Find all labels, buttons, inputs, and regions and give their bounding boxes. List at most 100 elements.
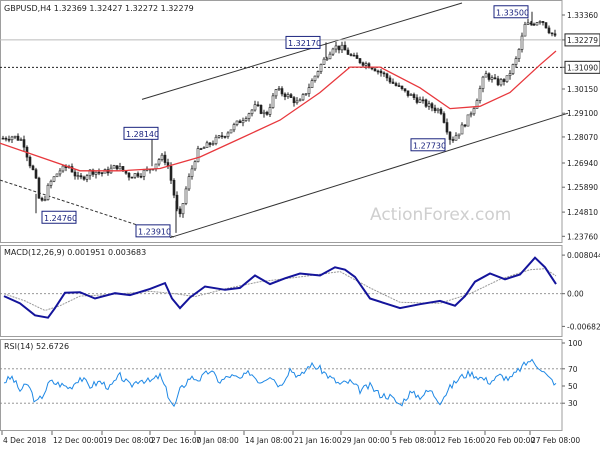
candle-body <box>547 27 551 34</box>
candle-body <box>1 137 5 140</box>
candle-body <box>22 139 26 148</box>
y-tick-label: 30 <box>568 399 578 408</box>
rsi-title: RSI(14) 52.6726 <box>4 342 69 351</box>
candle-body <box>229 129 233 134</box>
candle-body <box>550 32 554 35</box>
candle-body <box>139 175 143 178</box>
candle-body <box>469 113 473 116</box>
y-tick-label: 0.00 <box>567 290 584 299</box>
panel-frame <box>0 0 563 243</box>
candle-body <box>436 108 440 112</box>
candle-body <box>427 103 431 107</box>
candle-body <box>457 133 461 137</box>
signal-line <box>3 268 557 312</box>
candle-body <box>88 169 92 177</box>
price-annotation: 1.27730 <box>410 138 446 152</box>
candle-body <box>193 161 197 170</box>
candle-body <box>541 21 545 23</box>
candle-body <box>487 73 491 80</box>
trend-line-2 <box>169 112 569 239</box>
candle-body <box>214 136 218 144</box>
candle-body <box>370 67 374 70</box>
annotation-box <box>135 224 171 238</box>
y-tick-label: 1.31090 <box>567 63 598 72</box>
candle-body <box>313 75 317 81</box>
candle-body <box>208 142 212 145</box>
candle-body <box>52 176 56 182</box>
candle-body <box>7 138 11 141</box>
candle-body <box>433 107 437 112</box>
y-tick-label: 1.28070 <box>567 133 598 142</box>
candle-body <box>325 58 329 61</box>
candle-body <box>499 79 503 86</box>
candle-body <box>397 85 401 87</box>
candle-body <box>73 171 77 177</box>
candle-body <box>115 165 119 170</box>
trend-line-3 <box>0 179 177 239</box>
candle-body <box>508 73 512 77</box>
y-tick-label: 50 <box>568 382 578 391</box>
candle-body <box>274 89 278 97</box>
candle-body <box>406 90 410 96</box>
price-annotation: 1.32170 <box>285 35 321 49</box>
candle-body <box>394 83 398 86</box>
candle-body <box>184 188 188 204</box>
candle-body <box>16 135 20 141</box>
candle-body <box>226 132 230 137</box>
candle-body <box>190 168 194 177</box>
candle-body <box>163 154 167 163</box>
candle-body <box>334 45 338 50</box>
candle-body <box>376 70 380 73</box>
macd-line <box>3 256 557 319</box>
candle-body <box>271 95 275 108</box>
candle-body <box>382 72 386 75</box>
candle-body <box>112 165 116 169</box>
candle-body <box>364 63 368 66</box>
x-tick-label: 4 Dec 2018 <box>3 436 46 445</box>
price-marker-box <box>564 60 600 74</box>
price-panel: ActionForex.com 1.24760 1.23910 1.28140 1.32… <box>0 0 600 243</box>
candle-body <box>265 111 269 115</box>
annotation-label: 1.24760 <box>44 214 77 223</box>
candle-body <box>133 173 137 178</box>
candle-body <box>385 73 389 79</box>
candle-body <box>157 159 161 165</box>
candle-body <box>31 165 35 171</box>
candle-body <box>475 100 479 109</box>
candle-body <box>391 81 395 84</box>
x-tick-label: 20 Feb 00:00 <box>486 436 535 445</box>
candle-body <box>211 143 215 145</box>
candle-body <box>142 169 146 177</box>
y-tick-label: 100 <box>568 339 583 348</box>
candle-body <box>379 70 383 74</box>
candle-body <box>241 120 245 124</box>
candle-body <box>280 88 284 95</box>
candle-body <box>373 68 377 72</box>
x-tick-label: 12 Dec 00:00 <box>53 436 104 445</box>
y-tick-label: 1.24810 <box>567 208 598 217</box>
candle-body <box>262 111 266 114</box>
candle-body <box>337 45 341 51</box>
annotation-label: 1.28140 <box>126 130 159 139</box>
macd-panel: 0.008044 0.00 -0.006821 MACD(12,26,9) 0.001… <box>0 245 600 337</box>
candle-body <box>301 94 305 101</box>
candle-body <box>295 100 299 104</box>
candle-body <box>196 148 200 163</box>
annotation-box <box>493 5 529 19</box>
candle-body <box>220 135 224 138</box>
candle-body <box>223 136 227 138</box>
candle-body <box>454 135 458 141</box>
candle-body <box>79 175 83 178</box>
panel-frame <box>0 245 563 337</box>
candle-body <box>523 24 527 37</box>
x-tick-label: 19 Dec 08:00 <box>103 436 154 445</box>
candle-body <box>319 64 323 72</box>
y-tick-label: 1.26940 <box>567 159 598 168</box>
candle-body <box>199 148 203 150</box>
annotation-box <box>410 138 446 152</box>
candle-body <box>172 180 176 196</box>
watermark: ActionForex.com <box>370 205 511 225</box>
annotation-box <box>41 210 77 224</box>
candle-body <box>130 176 134 179</box>
x-tick-label: 12 Feb 16:00 <box>436 436 485 445</box>
